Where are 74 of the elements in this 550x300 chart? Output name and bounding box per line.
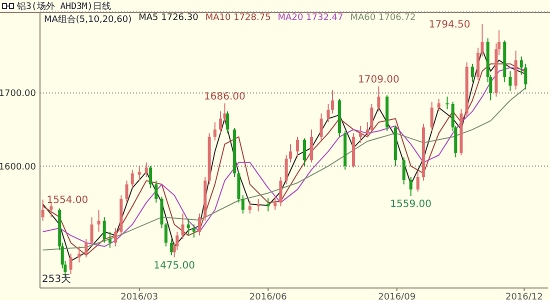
- candlestick: [170, 238, 174, 256]
- candlestick: [370, 104, 374, 132]
- candlestick: [186, 218, 190, 236]
- candlestick: [326, 104, 330, 123]
- annotation: 253天: [42, 273, 72, 286]
- candlestick: [90, 216, 94, 247]
- annotation: 1475.00: [154, 260, 196, 272]
- y-tick-label: 1700.00: [0, 89, 36, 100]
- legend-title: MA组合(5,10,20,60): [44, 14, 132, 26]
- candlestick: [508, 70, 512, 92]
- candlestick: [181, 213, 184, 240]
- y-tick-label: 1600.00: [0, 162, 36, 172]
- candlestick: [310, 129, 313, 163]
- x-tick-label: 2016/12: [506, 292, 543, 300]
- candlestick: [144, 162, 148, 178]
- candlestick: [41, 199, 44, 222]
- x-tick-label: 2016/03: [120, 292, 158, 300]
- candlestick: [50, 202, 53, 218]
- candlestick: [241, 194, 244, 214]
- candlestick: [416, 171, 420, 192]
- candlestick: [102, 216, 106, 244]
- candlestick: [320, 112, 323, 142]
- x-tick-label: 2016/06: [249, 292, 288, 300]
- candlestick: [219, 110, 222, 134]
- candlestick: [164, 222, 168, 247]
- candlestick: [266, 198, 270, 212]
- annotation: 1686.00: [204, 91, 246, 102]
- candlestick: [69, 253, 72, 275]
- candlestick: [366, 122, 369, 138]
- candlestick: [446, 96, 449, 110]
- candlestick: [330, 90, 334, 114]
- candlestick: [284, 154, 288, 185]
- candlestick: [114, 228, 118, 247]
- candlestick: [198, 213, 202, 236]
- candlestick: [470, 63, 474, 83]
- candlestick: [524, 63, 528, 90]
- annotation: 1794.50: [428, 20, 470, 31]
- candlestick: [437, 98, 440, 112]
- text: MA5 1726.30: [138, 13, 198, 25]
- candlestick: [226, 110, 230, 134]
- annotation: 1559.00: [390, 199, 432, 210]
- candlestick: [256, 198, 260, 212]
- candlestick: [130, 169, 134, 188]
- candlestick: [138, 166, 141, 182]
- candlestick: [520, 56, 523, 76]
- candlestick: [248, 200, 252, 214]
- candlestick: [213, 122, 216, 142]
- candlestick: [302, 138, 306, 167]
- candlestick: [430, 101, 434, 132]
- candlestick: [154, 180, 158, 204]
- candlestick: [279, 176, 282, 207]
- candlestick: [97, 209, 100, 232]
- candlestick: [108, 231, 112, 248]
- candlestick: [149, 166, 152, 188]
- candlestick: [409, 176, 412, 196]
- candlestick: [402, 156, 406, 185]
- candlestick: [289, 144, 292, 163]
- candlestick: [274, 196, 277, 210]
- chart-title: 铝3(场外 AHD3M)日线: [17, 0, 111, 12]
- annotation: 1554.00: [46, 195, 88, 206]
- candlestick: [125, 180, 128, 204]
- text: MA10 1728.75: [205, 13, 271, 25]
- candlestick: [296, 136, 299, 158]
- candlestick: [192, 224, 196, 238]
- candlestick: [358, 125, 362, 144]
- candlestick: [377, 86, 380, 112]
- candlestick: [78, 246, 81, 263]
- candlestick: [84, 238, 88, 258]
- annotation: 1709.00: [358, 74, 400, 86]
- x-tick-label: 2016/09: [378, 292, 416, 300]
- text: MA60 1706.72: [350, 13, 416, 25]
- candlestick: [480, 24, 484, 58]
- text: MA20 1732.47: [278, 13, 344, 25]
- candlestick: [223, 102, 226, 123]
